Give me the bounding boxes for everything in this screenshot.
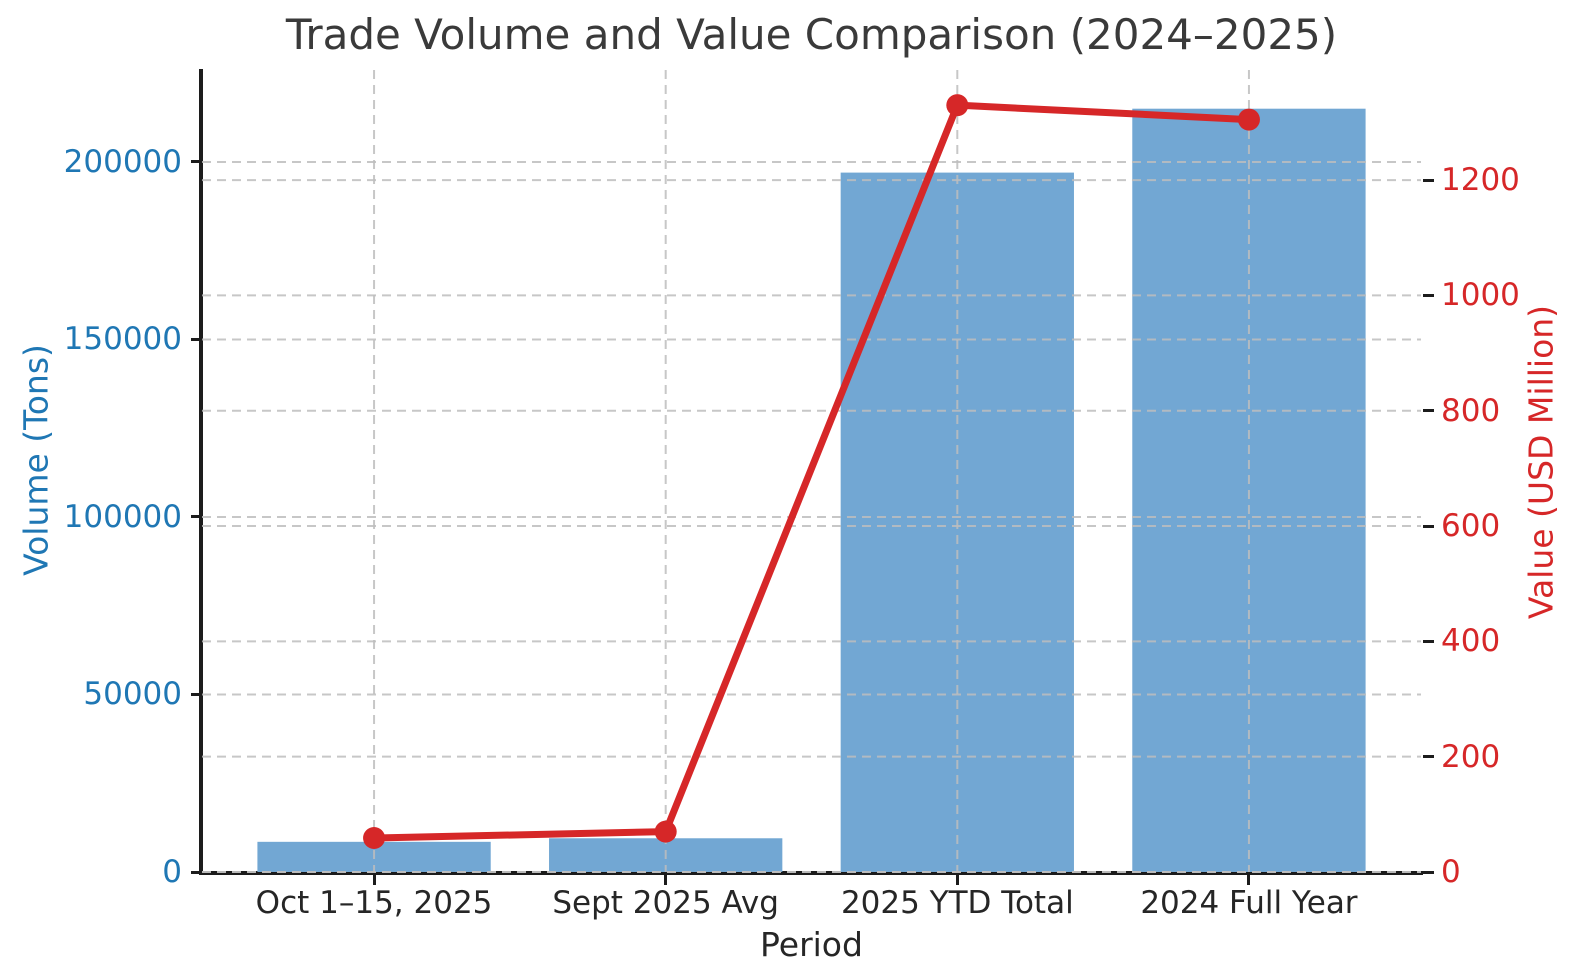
right-tick-label: 400	[1441, 623, 1501, 660]
right-tick-mark	[1423, 870, 1434, 874]
left-tick-label: 50000	[83, 676, 182, 713]
right-tick-mark	[1423, 409, 1434, 413]
value-point	[946, 94, 969, 117]
x-category-label: Oct 1–15, 2025	[255, 885, 493, 921]
left-tick-label: 0	[162, 854, 182, 890]
right-tick-label: 1200	[1441, 162, 1520, 199]
right-tick-mark	[1423, 293, 1434, 297]
left-tick-mark	[191, 692, 202, 696]
x-category-label: Sept 2025 Avg	[552, 885, 779, 921]
left-tick-label: 200000	[63, 143, 182, 180]
right-tick-label: 1000	[1441, 277, 1520, 314]
chart-title: Trade Volume and Value Comparison (2024–…	[285, 10, 1338, 59]
value-point	[1237, 108, 1260, 131]
plot-area	[202, 70, 1421, 873]
left-axis-title-text: Volume (Tons)	[16, 344, 56, 576]
x-axis-title: Period	[760, 925, 863, 964]
bottom-tick-mark	[1247, 875, 1251, 885]
right-tick-label: 800	[1441, 392, 1501, 429]
bottom-tick-mark	[664, 875, 668, 885]
plot-canvas	[202, 70, 1421, 873]
right-tick-label: 0	[1441, 854, 1461, 890]
left-axis-spine	[199, 69, 203, 875]
value-point	[363, 826, 386, 849]
x-category-label: 2025 YTD Total	[840, 885, 1074, 921]
left-tick-mark	[191, 515, 202, 519]
left-tick-label: 150000	[63, 321, 182, 358]
right-tick-mark	[1423, 178, 1434, 182]
left-tick-mark	[191, 160, 202, 164]
bottom-tick-mark	[955, 875, 959, 885]
right-tick-mark	[1423, 755, 1434, 759]
value-point	[654, 820, 677, 843]
right-tick-label: 200	[1441, 738, 1501, 775]
right-axis-title-text: Value (USD Million)	[1521, 304, 1561, 620]
x-category-label: 2024 Full Year	[1140, 885, 1358, 921]
right-tick-mark	[1423, 524, 1434, 528]
value-line	[370, 101, 1253, 842]
left-tick-mark	[191, 870, 202, 874]
right-tick-mark	[1423, 639, 1434, 643]
bottom-tick-mark	[372, 875, 376, 885]
left-tick-mark	[191, 337, 202, 341]
right-tick-label: 600	[1441, 508, 1501, 545]
left-tick-label: 100000	[63, 498, 182, 535]
